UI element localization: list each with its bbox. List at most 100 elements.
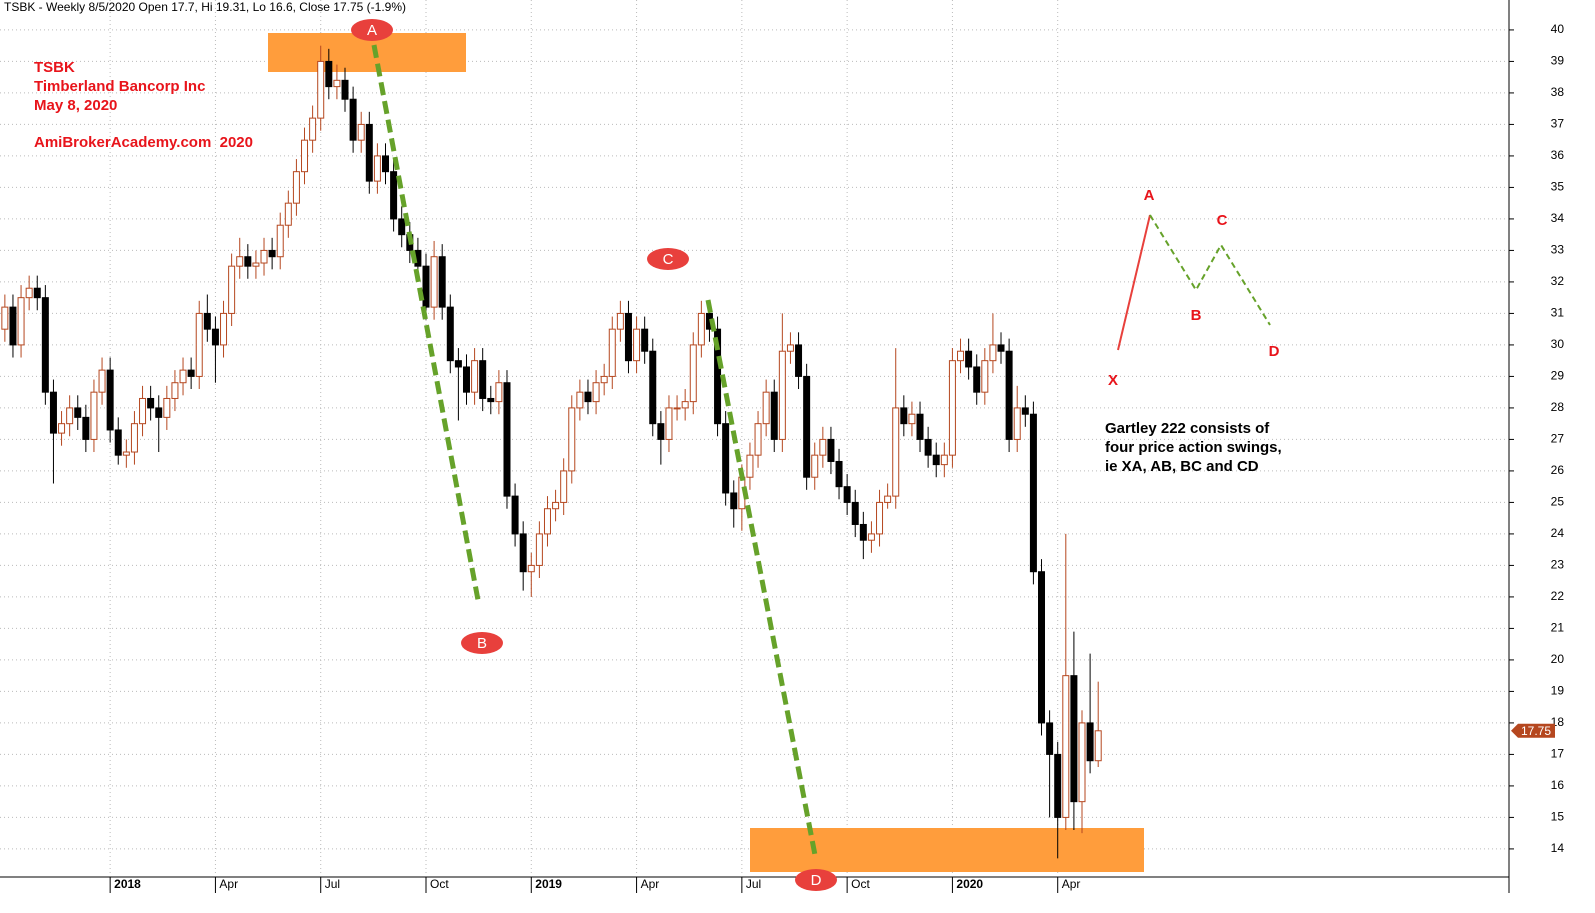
candle-body bbox=[155, 407, 163, 418]
candle-body bbox=[803, 375, 811, 478]
candle-body bbox=[17, 297, 25, 346]
candle-body bbox=[284, 202, 292, 226]
note-line: four price action swings, bbox=[1105, 439, 1282, 456]
candle-body bbox=[390, 171, 398, 220]
y-tick-label: 19 bbox=[1551, 684, 1565, 698]
candle-body bbox=[341, 79, 349, 100]
point-label: D bbox=[811, 872, 822, 889]
candle-body bbox=[770, 391, 778, 440]
candle-body bbox=[438, 256, 446, 308]
candle-body bbox=[382, 155, 390, 173]
candle-body bbox=[1029, 413, 1037, 573]
pattern-label: X bbox=[1108, 372, 1118, 389]
company: Timberland Bancorp Inc bbox=[34, 78, 205, 95]
candle-body bbox=[665, 407, 673, 440]
candle-body bbox=[884, 495, 892, 503]
candle-body bbox=[462, 366, 470, 393]
y-tick-label: 26 bbox=[1551, 463, 1565, 477]
candle-body bbox=[1062, 675, 1070, 818]
candle-body bbox=[965, 350, 973, 368]
candle-body bbox=[576, 391, 584, 409]
candle-body bbox=[365, 123, 373, 182]
y-tick-label: 23 bbox=[1551, 558, 1565, 572]
candle-body bbox=[900, 407, 908, 425]
candle-body bbox=[333, 79, 341, 88]
x-tick-label: 2018 bbox=[114, 877, 141, 891]
candle-body bbox=[66, 407, 74, 425]
candle-body bbox=[114, 429, 122, 456]
x-tick-label: 2019 bbox=[535, 877, 562, 891]
y-tick-label: 40 bbox=[1551, 22, 1565, 36]
candle-body bbox=[746, 454, 754, 478]
candle-body bbox=[90, 391, 98, 440]
candle-body bbox=[268, 249, 276, 258]
candle-body bbox=[260, 249, 268, 264]
point-marker bbox=[351, 19, 393, 41]
candle-body bbox=[1086, 722, 1094, 762]
candle-body bbox=[139, 397, 147, 425]
candle-body bbox=[827, 438, 835, 462]
y-tick-label: 31 bbox=[1551, 306, 1565, 320]
candle-body bbox=[1021, 407, 1029, 415]
candle-body bbox=[535, 533, 543, 566]
candle-body bbox=[252, 262, 260, 267]
candle-body bbox=[1078, 722, 1086, 803]
candle-body bbox=[657, 423, 665, 440]
candle-body bbox=[641, 328, 649, 352]
y-tick-label: 20 bbox=[1551, 652, 1565, 666]
pattern-label: C bbox=[1217, 212, 1228, 229]
candle-body bbox=[1094, 730, 1102, 762]
candle-body bbox=[122, 451, 130, 456]
point-marker bbox=[461, 632, 503, 654]
candle-body bbox=[1046, 722, 1054, 755]
candle-body bbox=[673, 407, 681, 410]
candle-body bbox=[811, 454, 819, 478]
candle-body bbox=[940, 454, 948, 466]
candle-body bbox=[446, 306, 454, 362]
candle-body bbox=[422, 265, 430, 308]
candle-body bbox=[762, 391, 770, 425]
y-tick-label: 29 bbox=[1551, 369, 1565, 383]
x-tick-label: Oct bbox=[430, 877, 449, 891]
candle-body bbox=[786, 344, 794, 352]
candle-body bbox=[1038, 571, 1046, 724]
candle-body bbox=[58, 423, 66, 434]
y-tick-label: 33 bbox=[1551, 243, 1565, 257]
candle-body bbox=[957, 350, 965, 362]
candle-body bbox=[835, 460, 843, 488]
candle-body bbox=[1013, 407, 1021, 440]
note-line: Gartley 222 consists of bbox=[1105, 420, 1270, 437]
candle-body bbox=[9, 306, 17, 346]
candle-body bbox=[292, 171, 300, 204]
candle-body bbox=[179, 369, 187, 384]
last-price-label: 17.75 bbox=[1521, 724, 1551, 738]
candle-body bbox=[981, 360, 989, 393]
y-tick-label: 25 bbox=[1551, 495, 1565, 509]
candle-body bbox=[147, 397, 155, 409]
last-price-tag bbox=[1511, 723, 1555, 738]
date: May 8, 2020 bbox=[34, 97, 117, 114]
candle-body bbox=[876, 501, 884, 535]
y-tick-label: 38 bbox=[1551, 85, 1565, 99]
candle-body bbox=[357, 123, 365, 141]
x-tick-label: Apr bbox=[641, 877, 660, 891]
candle-body bbox=[503, 382, 511, 497]
x-tick-label: Apr bbox=[219, 877, 238, 891]
candle-body bbox=[98, 369, 106, 393]
candle-body bbox=[543, 508, 551, 535]
y-tick-label: 14 bbox=[1551, 841, 1565, 855]
candle-body bbox=[349, 98, 357, 141]
candle-body bbox=[479, 360, 487, 399]
x-tick-label: 2020 bbox=[956, 877, 983, 891]
point-markers: A B C D bbox=[351, 19, 837, 891]
candle-body bbox=[211, 328, 219, 346]
candle-body bbox=[624, 312, 632, 362]
y-tick-label: 30 bbox=[1551, 337, 1565, 351]
candle-body bbox=[203, 312, 211, 330]
y-tick-label: 37 bbox=[1551, 117, 1565, 131]
candle-body bbox=[552, 501, 560, 510]
pattern-label: A bbox=[1144, 187, 1155, 204]
candle-body bbox=[924, 438, 932, 456]
candle-body bbox=[568, 407, 576, 472]
